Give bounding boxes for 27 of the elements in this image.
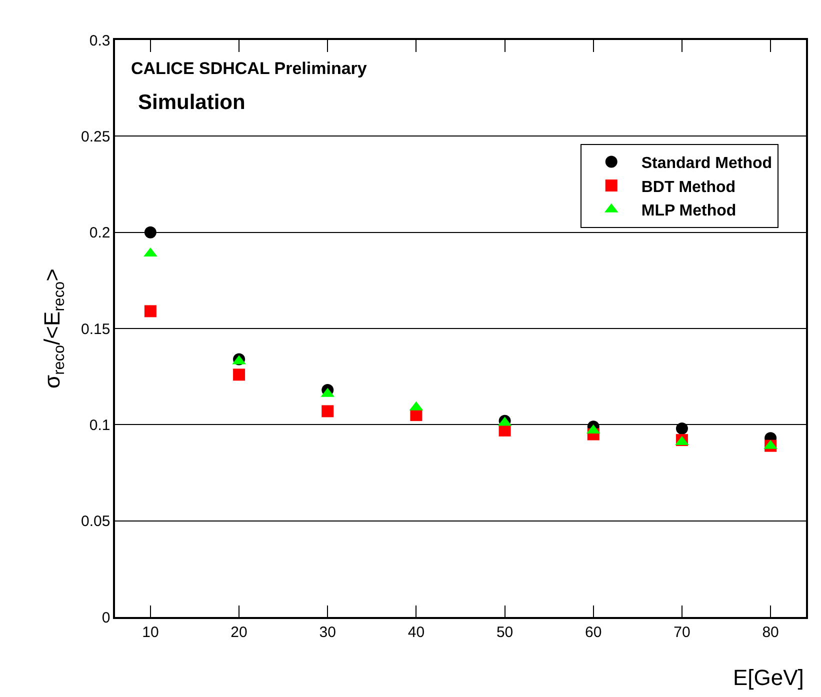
x-tick-label: 80 xyxy=(762,624,779,641)
y-tick-label: 0.15 xyxy=(81,320,110,338)
x-tick-label: 60 xyxy=(585,624,602,641)
y-tick-label: 0.05 xyxy=(81,513,110,530)
legend-label: MLP Method xyxy=(641,202,736,220)
x-axis-title: E[GeV] xyxy=(733,665,804,690)
x-tick-label: 70 xyxy=(674,624,690,641)
x-tick-label: 20 xyxy=(230,624,248,641)
point xyxy=(144,305,156,318)
y-tick-label: 0 xyxy=(102,609,110,626)
legend-label: BDT Method xyxy=(641,178,736,196)
y-tick-label: 0.25 xyxy=(81,128,110,146)
y-tick-label: 0.3 xyxy=(89,32,110,50)
annotation: CALICE SDHCAL Preliminary xyxy=(131,59,368,78)
annotation: Simulation xyxy=(138,91,246,114)
x-tick-label: 40 xyxy=(408,624,425,641)
point xyxy=(498,424,511,436)
y-tick-label: 0.2 xyxy=(89,224,110,242)
legend-label: Standard Method xyxy=(641,155,772,172)
y-tick-label: 0.1 xyxy=(89,416,110,434)
point xyxy=(144,226,156,238)
x-tick-label: 50 xyxy=(496,624,514,641)
point xyxy=(676,422,688,435)
point xyxy=(233,368,246,381)
point xyxy=(322,405,334,418)
x-tick-label: 30 xyxy=(319,624,336,641)
x-tick-label: 10 xyxy=(142,624,159,641)
